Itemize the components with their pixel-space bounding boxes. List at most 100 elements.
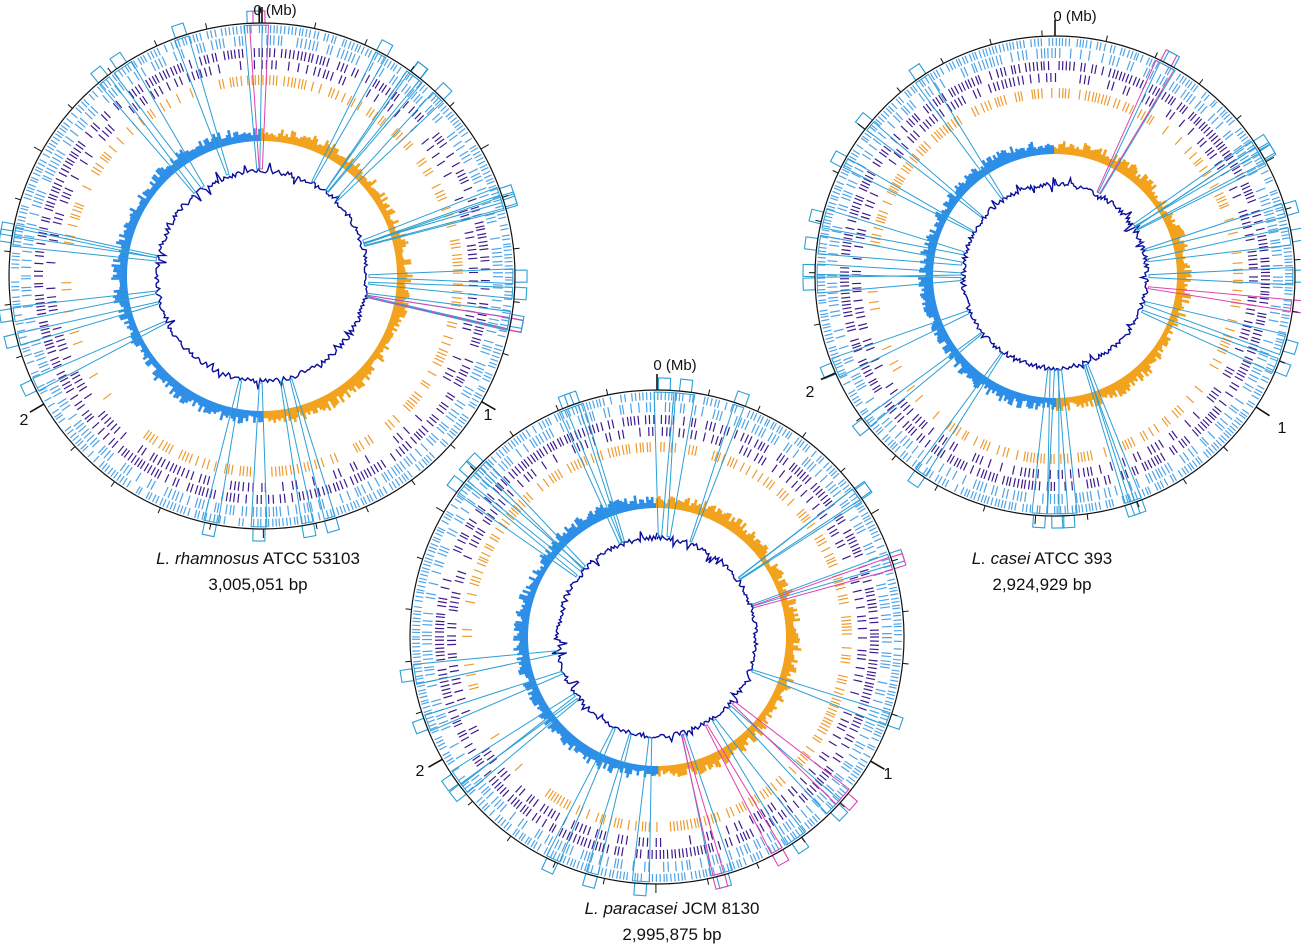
- gene-mark: [1200, 439, 1207, 446]
- gene-mark: [1241, 137, 1247, 142]
- gene-mark: [350, 463, 354, 471]
- gene-tracks-paracasei: [412, 392, 902, 882]
- island-box: [172, 23, 187, 38]
- gene-mark: [504, 822, 509, 828]
- gene-mark: [233, 27, 234, 35]
- island-marker-pink: [250, 25, 269, 169]
- gene-mark: [560, 423, 564, 432]
- gene-mark: [1201, 92, 1206, 98]
- gene-mark: [76, 108, 82, 113]
- gene-mark: [988, 472, 991, 481]
- gene-mark: [849, 493, 855, 498]
- gc-skew-mark: [1046, 145, 1047, 154]
- gene-mark: [52, 187, 60, 191]
- gene-mark: [987, 496, 989, 504]
- scale-tick: [606, 389, 607, 395]
- gene-mark: [835, 793, 841, 798]
- gene-mark: [1011, 502, 1012, 510]
- gene-mark: [857, 145, 864, 149]
- gene-mark: [21, 290, 31, 291]
- gene-mark: [752, 424, 756, 433]
- gene-mark: [368, 435, 374, 443]
- gene-mark: [1007, 43, 1009, 51]
- gene-mark: [531, 469, 536, 476]
- gene-mark: [37, 313, 46, 315]
- gene-mark: [892, 670, 900, 671]
- gene-mark: [605, 869, 607, 877]
- gene-mark: [461, 393, 470, 398]
- gene-mark: [347, 504, 350, 511]
- gene-mark: [891, 103, 896, 109]
- gene-mark: [41, 331, 50, 333]
- gene-mark: [429, 724, 436, 727]
- gc-skew-mark: [397, 266, 404, 267]
- gene-mark: [1004, 501, 1006, 509]
- gene-mark: [687, 820, 689, 830]
- gene-mark: [363, 497, 366, 504]
- gc-skew-mark: [283, 136, 284, 143]
- gene-mark: [37, 309, 46, 310]
- gene-mark: [893, 659, 901, 660]
- gene-mark: [403, 427, 409, 434]
- gene-mark: [185, 37, 187, 45]
- gene-mark: [878, 132, 886, 138]
- gene-mark: [1133, 77, 1136, 85]
- gene-mark: [203, 42, 205, 52]
- gc-skew-mark: [1177, 287, 1185, 288]
- gene-mark: [447, 325, 457, 328]
- gene-mark: [1018, 51, 1020, 61]
- gene-mark: [1156, 74, 1161, 83]
- gene-mark: [756, 852, 759, 859]
- gene-mark: [17, 220, 25, 222]
- gene-mark: [841, 172, 848, 175]
- scale-tick: [450, 102, 454, 106]
- gc-content-line: [961, 177, 1149, 370]
- gene-mark: [310, 490, 312, 499]
- gene-mark: [443, 579, 452, 581]
- scale-tick: [315, 23, 316, 29]
- gene-mark: [892, 665, 900, 666]
- gene-mark: [689, 860, 690, 870]
- gene-mark: [1223, 373, 1231, 378]
- gene-mark: [215, 29, 217, 37]
- start-label-rhamnosus: 0 (Mb): [253, 2, 296, 19]
- gene-mark: [748, 436, 752, 444]
- gene-mark: [329, 485, 332, 494]
- gene-mark: [399, 477, 403, 484]
- gene-mark: [1122, 458, 1125, 466]
- gene-mark: [1235, 398, 1243, 404]
- gene-mark: [881, 114, 887, 119]
- gene-mark: [1228, 159, 1236, 164]
- gene-mark: [1038, 89, 1039, 99]
- scale-tick: [154, 40, 156, 45]
- gene-mark: [677, 821, 678, 831]
- gene-mark: [477, 563, 486, 567]
- gene-mark: [481, 289, 490, 290]
- gene-mark: [27, 361, 34, 364]
- gene-mark: [455, 546, 463, 550]
- gene-mark: [553, 852, 556, 859]
- gc-skew-mark: [247, 134, 248, 142]
- gene-mark: [1065, 88, 1066, 98]
- gene-mark: [173, 477, 177, 485]
- gene-mark: [1113, 98, 1116, 107]
- gene-mark: [579, 824, 582, 832]
- gene-mark: [851, 209, 860, 212]
- gene-mark: [836, 335, 846, 338]
- gene-mark: [1020, 41, 1021, 49]
- gene-mark: [614, 858, 616, 868]
- gene-mark: [574, 461, 578, 470]
- gene-mark: [1275, 207, 1283, 209]
- scale-tick: [983, 506, 985, 512]
- gene-mark: [1083, 40, 1084, 48]
- gene-mark: [1149, 59, 1152, 66]
- scale-tick: [108, 68, 112, 73]
- gene-mark: [829, 202, 837, 204]
- gene-mark: [1038, 469, 1039, 478]
- gene-mark: [467, 593, 477, 595]
- gene-mark: [174, 79, 178, 87]
- gene-mark: [996, 56, 999, 66]
- gene-mark: [821, 547, 830, 552]
- gene-mark: [881, 714, 889, 717]
- gene-mark: [444, 173, 452, 177]
